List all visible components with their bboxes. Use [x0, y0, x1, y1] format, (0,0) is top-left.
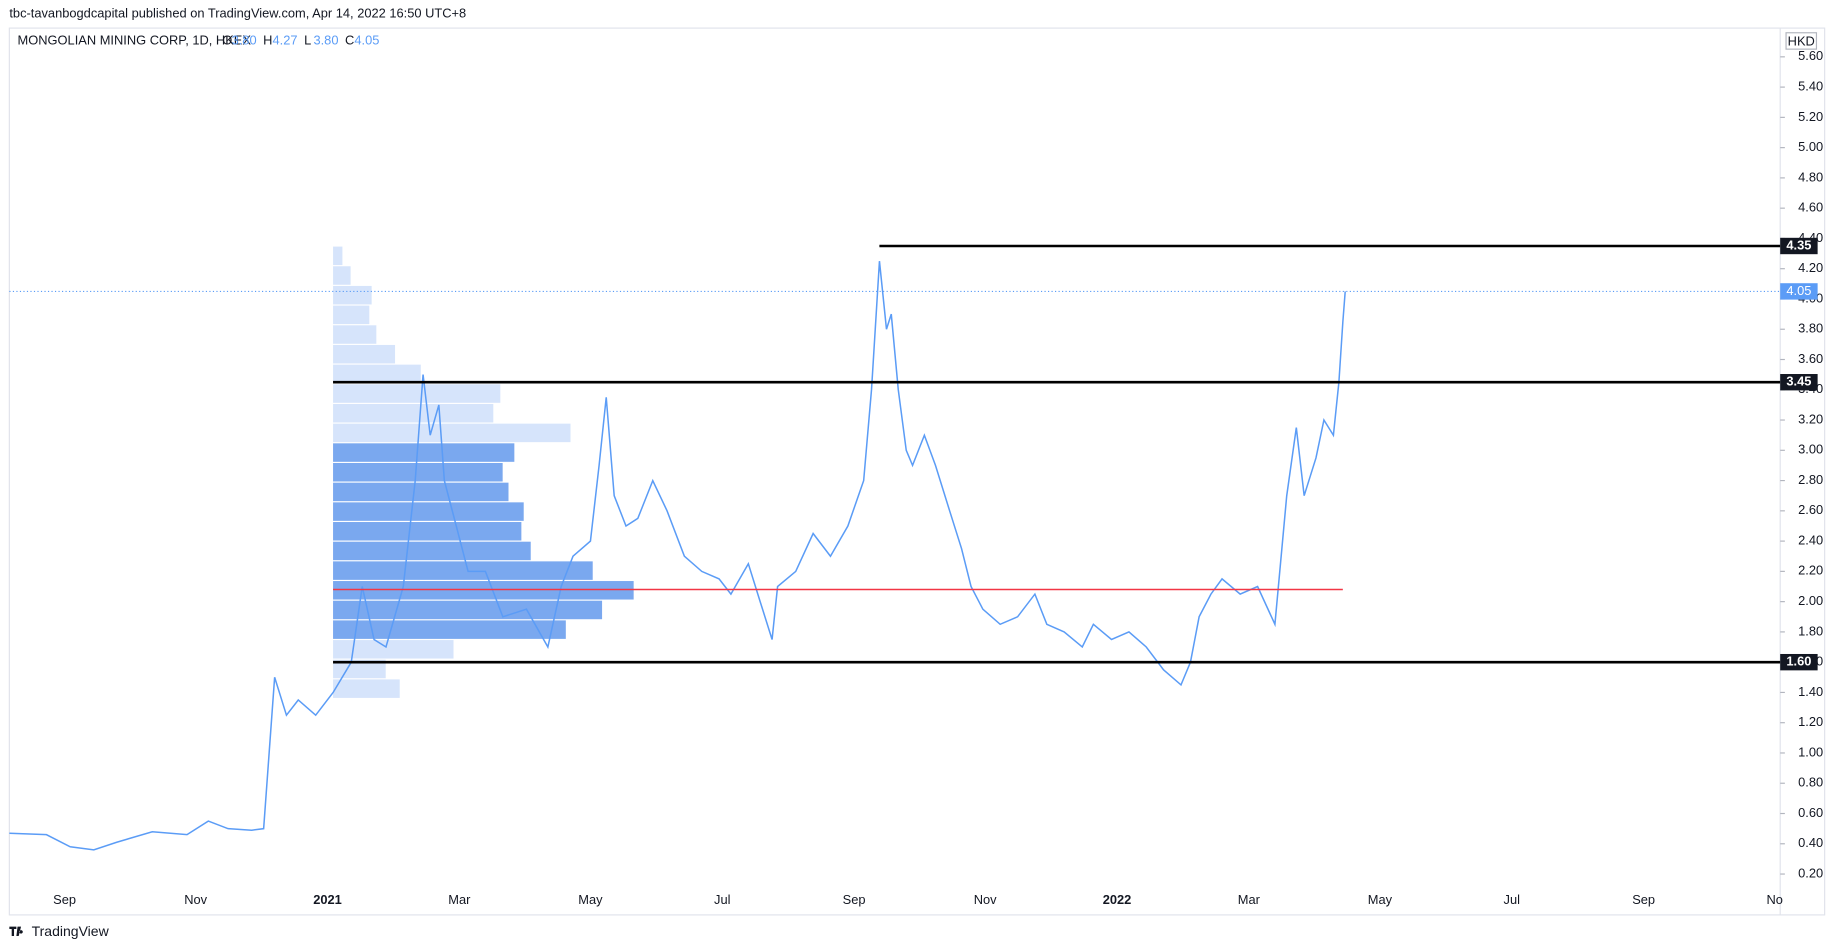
last-price-label: 4.05	[1786, 283, 1811, 298]
ohlc-key: O	[222, 32, 232, 47]
level-tag-label: 1.60	[1786, 654, 1811, 669]
x-tick-label: Jul	[1504, 892, 1520, 907]
x-tick-label: Sep	[53, 892, 76, 907]
y-tick-label: 5.00	[1798, 139, 1823, 154]
x-tick-label: Nov	[974, 892, 997, 907]
unit-box	[1785, 32, 1818, 50]
y-tick-label: 3.00	[1798, 442, 1823, 457]
y-tick-label: 5.20	[1798, 109, 1823, 124]
y-tick-label: 2.80	[1798, 472, 1823, 487]
x-tick-label: Mar	[448, 892, 471, 907]
volume-profile-row	[333, 462, 503, 482]
level-tag	[1780, 237, 1818, 255]
y-tick-label: 2.20	[1798, 563, 1823, 578]
x-tick-label: Jul	[714, 892, 730, 907]
level-tag	[1780, 374, 1818, 391]
tradingview-logo	[9, 926, 23, 936]
chart-frame	[8, 27, 1826, 916]
ohlc-key: C	[345, 32, 354, 47]
volume-profile-row	[333, 443, 515, 462]
price-line	[9, 261, 1346, 851]
x-tick-label: May	[578, 892, 603, 907]
x-tick-label: No	[1766, 892, 1782, 907]
volume-profile-row	[333, 600, 603, 620]
volume-profile-row	[333, 285, 372, 305]
volume-profile-row	[333, 384, 501, 403]
y-tick-label: 0.80	[1798, 775, 1823, 790]
y-tick-label: 4.80	[1798, 169, 1823, 184]
y-tick-label: 1.20	[1798, 714, 1823, 729]
volume-profile-row	[333, 561, 593, 580]
volume-profile-row	[333, 305, 370, 325]
level-tag-label: 3.45	[1786, 374, 1811, 389]
y-tick-label: 2.60	[1798, 502, 1823, 517]
ohlc-value: 4.27	[273, 32, 298, 47]
y-tick-label: 1.80	[1798, 623, 1823, 638]
x-tick-label: May	[1368, 892, 1393, 907]
volume-profile-row	[333, 522, 522, 541]
x-tick-label: Mar	[1238, 892, 1261, 907]
level-tag	[1780, 653, 1818, 671]
symbol-title: MONGOLIAN MINING CORP, 1D, HKEX	[18, 32, 252, 47]
publisher-header: tbc-tavanbogdcapital published on Tradin…	[9, 5, 466, 20]
x-tick-label: 2021	[313, 892, 342, 907]
unit-label: HKD	[1788, 34, 1815, 49]
volume-profile-row	[333, 541, 531, 561]
ohlc-key: L	[304, 32, 311, 47]
y-tick-label: 3.80	[1798, 321, 1823, 336]
y-tick-label: 0.60	[1798, 805, 1823, 820]
volume-profile-row	[333, 640, 454, 659]
y-tick-label: 0.40	[1798, 835, 1823, 850]
y-tick-label: 5.40	[1798, 78, 1823, 93]
ohlc-value: 4.05	[354, 32, 379, 47]
volume-profile-row	[333, 620, 566, 639]
x-tick-label: Sep	[1632, 892, 1655, 907]
volume-profile-row	[333, 325, 377, 344]
x-tick-label: Sep	[843, 892, 866, 907]
x-tick-label: 2022	[1103, 892, 1132, 907]
volume-profile-row	[333, 364, 421, 384]
y-tick-label: 0.20	[1798, 865, 1823, 880]
volume-profile-row	[333, 344, 396, 364]
y-tick-label: 2.40	[1798, 532, 1823, 547]
ohlc-value: 3.80	[232, 32, 257, 47]
y-tick-label: 4.20	[1798, 260, 1823, 275]
volume-profile-row	[333, 266, 351, 285]
ohlc-key: H	[263, 32, 272, 47]
volume-profile-row	[333, 679, 400, 698]
volume-profile-row	[333, 246, 343, 266]
y-tick-label: 3.60	[1798, 351, 1823, 366]
level-tag-label: 4.35	[1786, 237, 1811, 252]
last-price-tag	[1780, 283, 1818, 300]
volume-profile-row	[333, 482, 509, 502]
x-tick-label: Nov	[184, 892, 207, 907]
y-tick-label: 1.40	[1798, 684, 1823, 699]
volume-profile-row	[333, 403, 494, 423]
y-tick-label: 5.60	[1798, 48, 1823, 63]
footer-brand: TradingView	[32, 923, 110, 939]
volume-profile-row	[333, 659, 386, 679]
ohlc-value: 3.80	[313, 32, 338, 47]
y-tick-label: 4.60	[1798, 200, 1823, 215]
y-tick-label: 3.20	[1798, 411, 1823, 426]
y-tick-label: 2.00	[1798, 593, 1823, 608]
volume-profile-row	[333, 423, 571, 443]
volume-profile-row	[333, 502, 524, 521]
y-tick-label: 1.00	[1798, 744, 1823, 759]
